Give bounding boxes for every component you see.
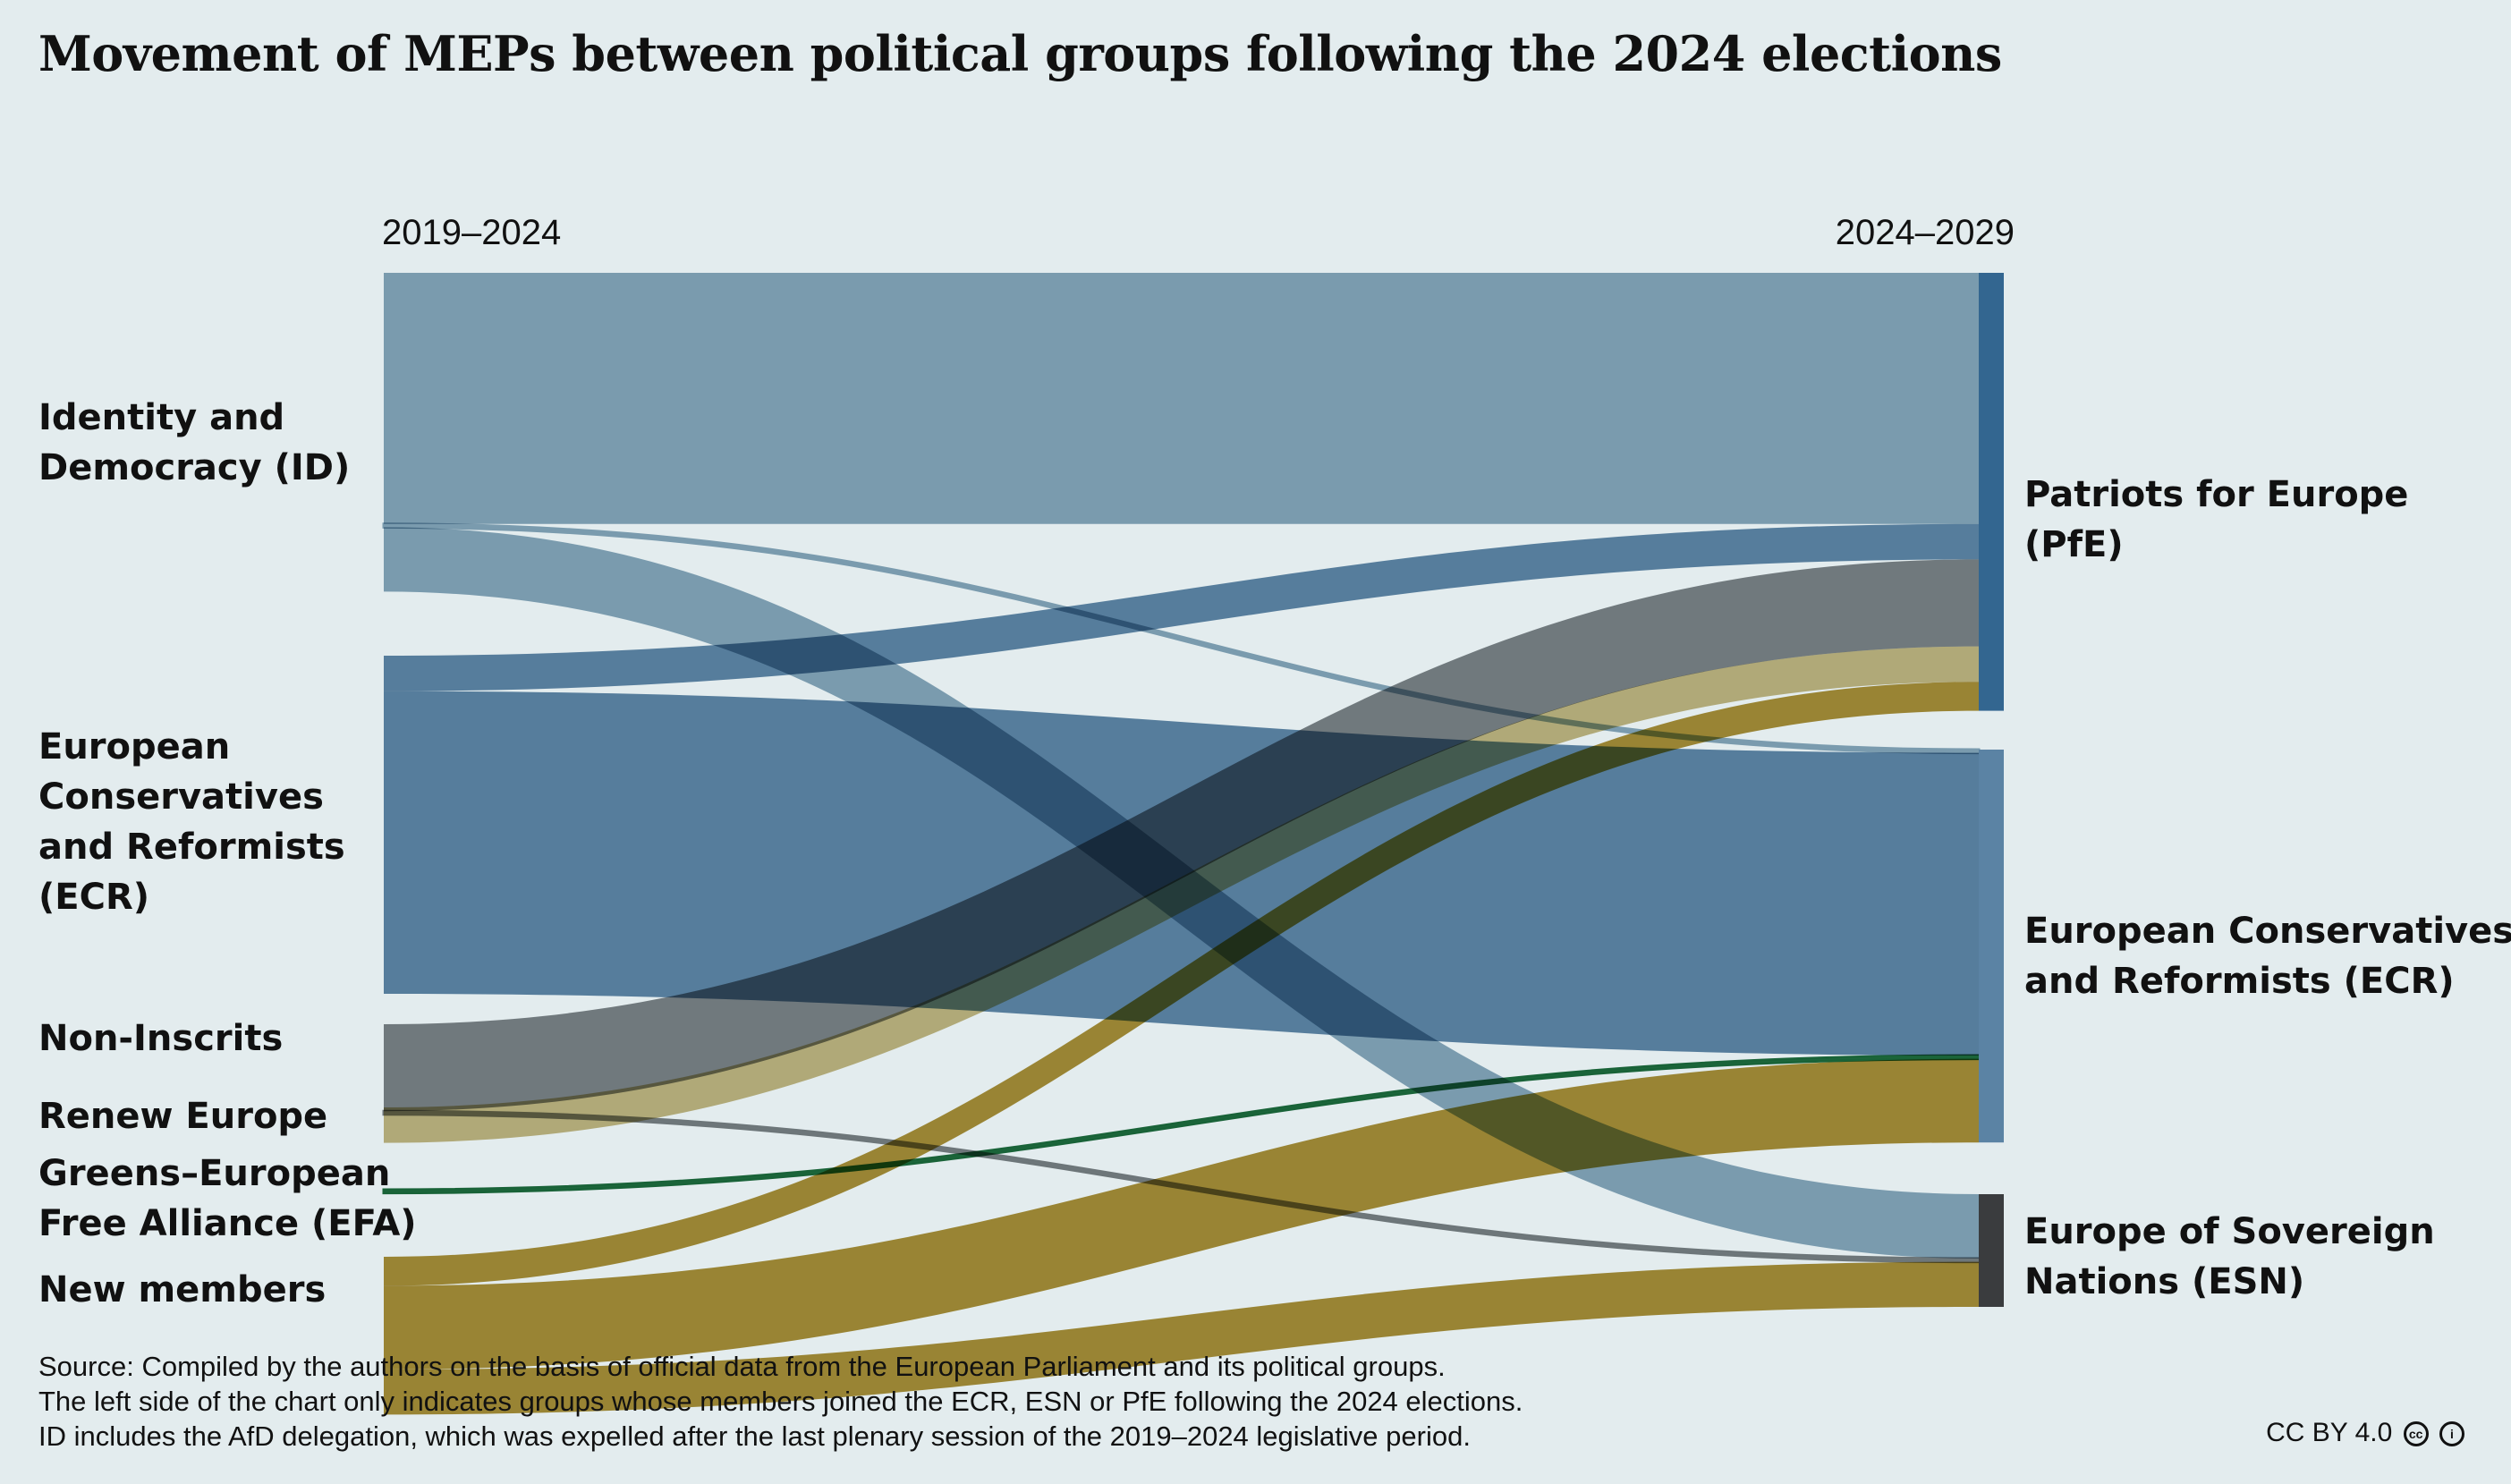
cc-icon: cc (2403, 1421, 2429, 1447)
target-bar-pfe (1979, 273, 2004, 711)
flow-new-to-pfe (384, 682, 1979, 1286)
chart-title: Movement of MEPs between political group… (38, 25, 2002, 82)
flow-re-to-pfe (384, 646, 1979, 1143)
group-labels-layer: Identity and Democracy (ID) European Conser… (38, 397, 2511, 1310)
source-note: Source: Compiled by the authors on the b… (38, 1351, 1446, 1382)
target-label-ecr: European Conservatives and Reformists (EC… (2024, 911, 2511, 1002)
left-period-header: 2019–2024 (382, 213, 561, 252)
source-label-id: Identity and Democracy (ID) (38, 397, 350, 488)
id-note: ID includes the AfD delegation, which wa… (38, 1420, 1471, 1452)
source-label-new: New members (38, 1269, 326, 1310)
source-label-gefa: Greens–European Free Alliance (EFA) (38, 1153, 417, 1244)
target-label-esn: Europe of Sovereign Nations (ESN) (2024, 1211, 2435, 1302)
source-label-ni: Non-Inscrits (38, 1018, 283, 1059)
target-bar-ecr (1979, 750, 2004, 1143)
target-label-pfe: Patriots for Europe (PfE) (2024, 474, 2408, 565)
license-badge: CC BY 4.0 cc i (2266, 1418, 2464, 1448)
source-label-ecr_old: European Conservatives and Reformists (ECR) (38, 726, 345, 918)
by-icon: i (2439, 1421, 2464, 1447)
target-bars-layer (1979, 273, 2004, 1307)
right-period-header: 2024–2029 (1836, 213, 2015, 252)
flow-id-to-pfe (384, 273, 1979, 524)
source-label-re: Renew Europe (38, 1096, 327, 1137)
license-text: CC BY 4.0 (2266, 1418, 2393, 1447)
flow-ecr_old-to-pfe (384, 523, 1979, 691)
target-bar-esn (1979, 1194, 2004, 1307)
flow-new-to-esn (384, 1261, 1979, 1415)
scope-note: The left side of the chart only indicate… (38, 1386, 1523, 1417)
flows-layer (382, 273, 1981, 1415)
flow-new-to-ecr (384, 1058, 1979, 1370)
flow-ni-to-pfe (384, 559, 1979, 1112)
